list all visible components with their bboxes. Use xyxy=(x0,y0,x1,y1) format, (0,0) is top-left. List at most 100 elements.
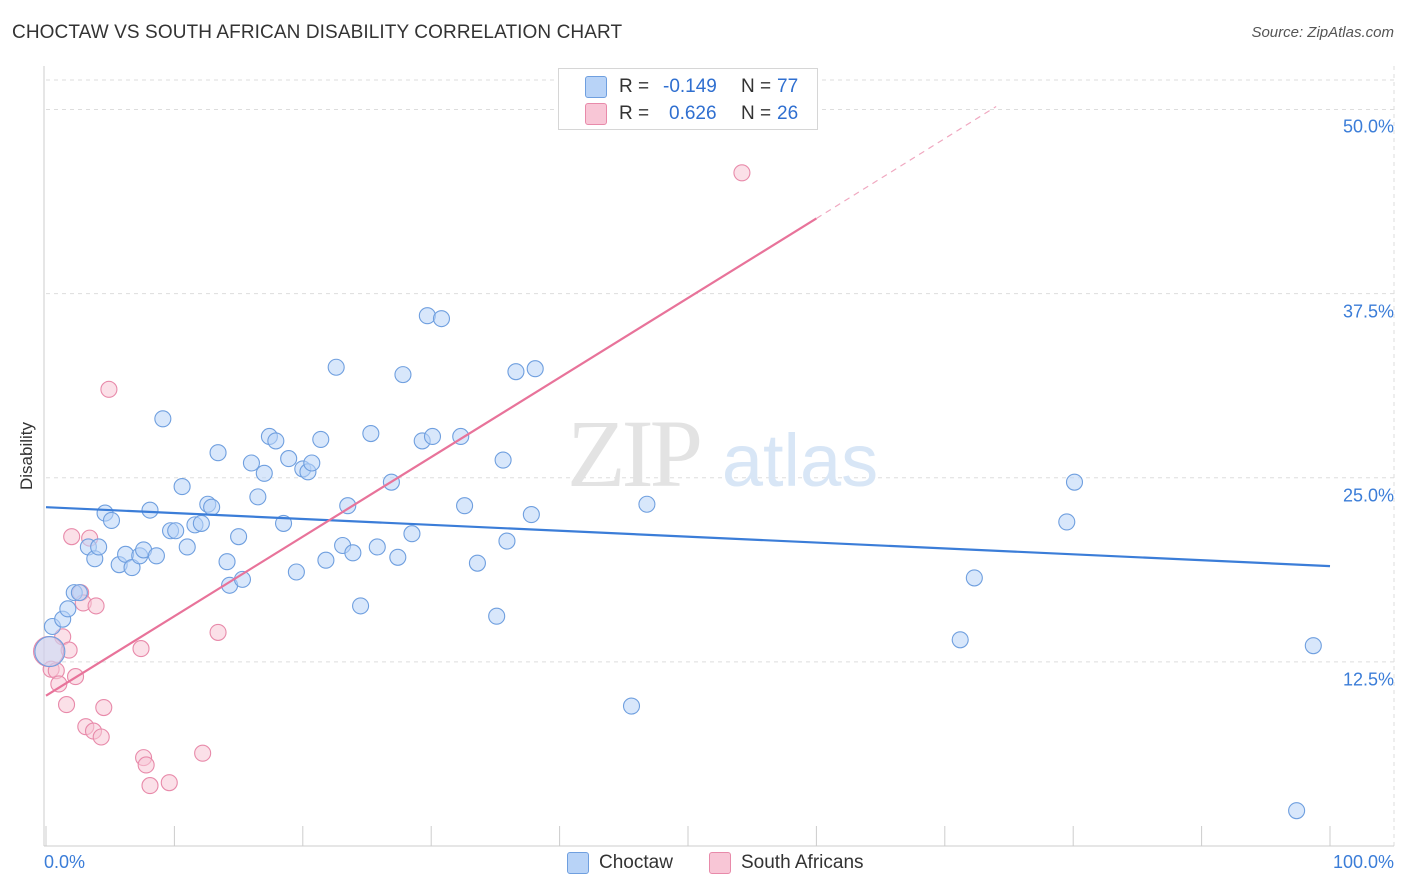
south-africans-trend-extension xyxy=(816,106,997,219)
x-tick-max: 100.0% xyxy=(1332,852,1394,872)
y-tick-label: 37.5% xyxy=(1342,301,1394,322)
legend-label-choctaw: Choctaw xyxy=(599,852,673,873)
legend-n-label: N = xyxy=(741,76,772,97)
choctaw-point xyxy=(394,366,412,384)
choctaw-point xyxy=(403,525,421,543)
choctaw-point xyxy=(1065,473,1084,491)
choctaw-point xyxy=(203,498,221,516)
choctaw-point xyxy=(102,511,121,530)
choctaw-point xyxy=(178,538,196,556)
choctaw-point xyxy=(280,450,298,468)
choctaw-point xyxy=(249,488,267,506)
choctaw-point xyxy=(362,424,380,443)
y-tick-label: 25.0% xyxy=(1342,485,1394,506)
choctaw-point xyxy=(267,432,285,450)
legend-n-label: N = xyxy=(741,103,772,124)
choctaw-point xyxy=(456,497,474,515)
choctaw-point xyxy=(1304,637,1322,655)
choctaw-point xyxy=(209,444,227,462)
legend-row-south-africans: R = 0.626 N = 26 xyxy=(559,100,798,128)
choctaw-point xyxy=(522,506,540,524)
watermark-atlas: atlas xyxy=(722,419,878,502)
choctaw-point xyxy=(526,360,544,378)
south-africans-trend-line xyxy=(45,217,817,697)
y-tick-label: 12.5% xyxy=(1342,669,1394,690)
choctaw-point xyxy=(622,697,641,715)
choctaw-point xyxy=(218,553,236,571)
choctaw-point xyxy=(488,607,506,625)
choctaw-point xyxy=(303,454,321,472)
choctaw-point xyxy=(287,563,305,581)
south-africans-point xyxy=(733,164,751,182)
south-africans-point xyxy=(87,597,105,615)
legend-item-south-africans[interactable]: South Africans xyxy=(709,852,864,874)
choctaw-point xyxy=(494,451,512,469)
choctaw-point xyxy=(242,454,260,472)
choctaw-point xyxy=(352,597,370,615)
choctaw-point xyxy=(389,548,407,566)
correlation-legend: R = -0.149 N = 77 R = 0.626 N = 26 xyxy=(558,68,818,130)
south-africans-point xyxy=(194,744,212,762)
south-africans-swatch xyxy=(585,103,607,125)
legend-r-label: R = xyxy=(619,103,650,124)
legend-n-value: 26 xyxy=(777,103,799,124)
series-legend: Choctaw South Africans xyxy=(0,852,1406,878)
choctaw-point xyxy=(70,584,88,602)
choctaw-point xyxy=(274,514,293,532)
choctaw-point xyxy=(327,358,345,376)
choctaw-point xyxy=(344,544,362,562)
south-africans-point xyxy=(63,528,81,546)
axes xyxy=(43,66,1394,847)
south-africans-point xyxy=(57,696,76,714)
south-africans-point xyxy=(209,623,227,641)
south-africans-point xyxy=(95,698,113,717)
legend-row-choctaw: R = -0.149 N = 77 xyxy=(559,73,798,101)
choctaw-points xyxy=(34,307,1322,820)
choctaw-point xyxy=(255,464,273,482)
x-tick-min: 0.0% xyxy=(44,852,86,872)
choctaw-point xyxy=(1058,513,1076,531)
choctaw-point xyxy=(498,532,516,550)
choctaw-point xyxy=(423,427,442,446)
legend-n-value: 77 xyxy=(777,76,799,97)
choctaw-point xyxy=(123,559,141,577)
y-tick-label: 50.0% xyxy=(1342,116,1394,137)
legend-label-south-africans: South Africans xyxy=(741,852,864,873)
south-africans-swatch xyxy=(709,852,731,874)
choctaw-trend-line xyxy=(45,506,1331,568)
south-africans-point xyxy=(92,728,110,746)
south-africans-point xyxy=(137,756,155,774)
choctaw-point xyxy=(173,478,191,496)
choctaw-point xyxy=(147,547,165,565)
choctaw-swatch xyxy=(585,76,607,98)
legend-item-choctaw[interactable]: Choctaw xyxy=(567,852,673,874)
choctaw-point xyxy=(965,569,983,587)
choctaw-point xyxy=(167,522,185,540)
choctaw-point xyxy=(951,631,969,649)
choctaw-point xyxy=(317,551,335,569)
south-africans-point xyxy=(160,774,178,792)
legend-r-value: -0.149 xyxy=(663,76,717,97)
south-africans-point xyxy=(141,777,159,795)
choctaw-point xyxy=(468,554,486,572)
legend-r-value: 0.626 xyxy=(669,103,717,124)
choctaw-point xyxy=(230,528,248,546)
choctaw-point xyxy=(339,497,357,515)
choctaw-point xyxy=(507,363,525,381)
trend-lines xyxy=(45,106,1331,697)
choctaw-point xyxy=(141,501,159,519)
watermark: ZIP atlas xyxy=(567,400,878,507)
choctaw-point xyxy=(418,307,436,325)
chart-title: CHOCTAW VS SOUTH AFRICAN DISABILITY CORR… xyxy=(12,22,623,43)
choctaw-point xyxy=(1288,802,1306,820)
choctaw-swatch xyxy=(567,852,589,874)
choctaw-point xyxy=(638,495,656,513)
choctaw-point xyxy=(154,410,172,428)
choctaw-point xyxy=(59,600,77,618)
choctaw-point xyxy=(34,636,66,668)
choctaw-point xyxy=(90,538,108,556)
legend-r-label: R = xyxy=(619,76,650,97)
choctaw-point xyxy=(192,514,210,532)
watermark-zip: ZIP xyxy=(567,400,700,507)
